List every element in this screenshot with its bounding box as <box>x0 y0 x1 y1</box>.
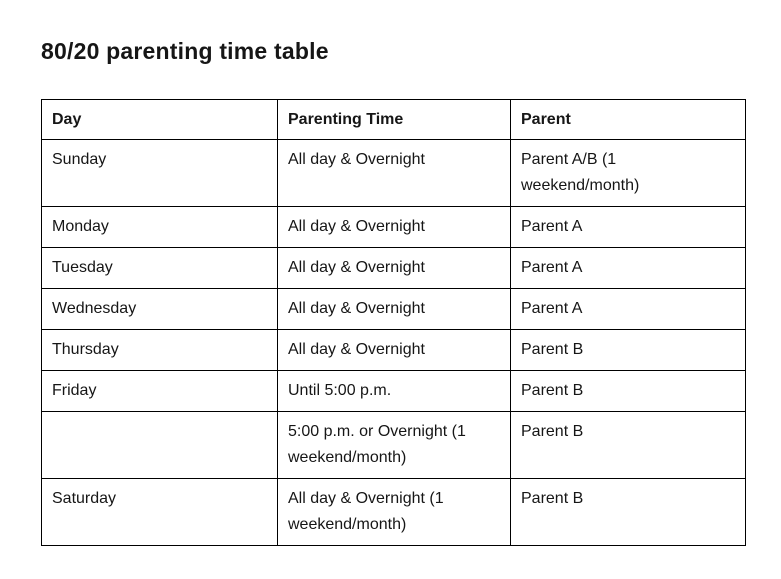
parenting-time-cell: All day & Overnight <box>277 139 511 207</box>
parenting-time-cell: 5:00 p.m. or Overnight (1 weekend/month) <box>277 411 511 479</box>
parent-cell: Parent B <box>510 411 746 479</box>
parenting-time-cell: All day & Overnight (1 weekend/month) <box>277 478 511 546</box>
parenting-time-table: Day Parenting Time Parent Sunday All day… <box>41 99 746 546</box>
column-header-parenting-time: Parenting Time <box>277 99 511 140</box>
parenting-time-cell: All day & Overnight <box>277 329 511 371</box>
parent-cell: Parent A <box>510 206 746 248</box>
parenting-time-cell: All day & Overnight <box>277 288 511 330</box>
table-row: Monday All day & Overnight Parent A <box>41 206 746 248</box>
column-header-parent: Parent <box>510 99 746 140</box>
header-row: Day Parenting Time Parent <box>41 99 746 140</box>
parent-cell: Parent A/B (1 weekend/month) <box>510 139 746 207</box>
day-cell: Monday <box>41 206 278 248</box>
column-header-day: Day <box>41 99 278 140</box>
day-cell: Sunday <box>41 139 278 207</box>
day-cell: Wednesday <box>41 288 278 330</box>
table-row: Sunday All day & Overnight Parent A/B (1… <box>41 139 746 207</box>
document-page: 80/20 parenting time table Day Parenting… <box>41 38 746 546</box>
parenting-time-cell: All day & Overnight <box>277 247 511 289</box>
parent-cell: Parent A <box>510 247 746 289</box>
parenting-time-cell: Until 5:00 p.m. <box>277 370 511 412</box>
parent-cell: Parent B <box>510 370 746 412</box>
parent-cell: Parent B <box>510 478 746 546</box>
day-cell: Friday <box>41 370 278 412</box>
day-cell: Saturday <box>41 478 278 546</box>
day-cell: Thursday <box>41 329 278 371</box>
parent-cell: Parent B <box>510 329 746 371</box>
table-row: Wednesday All day & Overnight Parent A <box>41 288 746 330</box>
day-cell: Tuesday <box>41 247 278 289</box>
table-row: Friday Until 5:00 p.m. Parent B <box>41 370 746 412</box>
table-row: Thursday All day & Overnight Parent B <box>41 329 746 371</box>
day-cell <box>41 411 278 479</box>
table-row: Saturday All day & Overnight (1 weekend/… <box>41 478 746 546</box>
table-row: 5:00 p.m. or Overnight (1 weekend/month)… <box>41 411 746 479</box>
parenting-time-cell: All day & Overnight <box>277 206 511 248</box>
table-row: Tuesday All day & Overnight Parent A <box>41 247 746 289</box>
page-title: 80/20 parenting time table <box>41 38 329 64</box>
parent-cell: Parent A <box>510 288 746 330</box>
